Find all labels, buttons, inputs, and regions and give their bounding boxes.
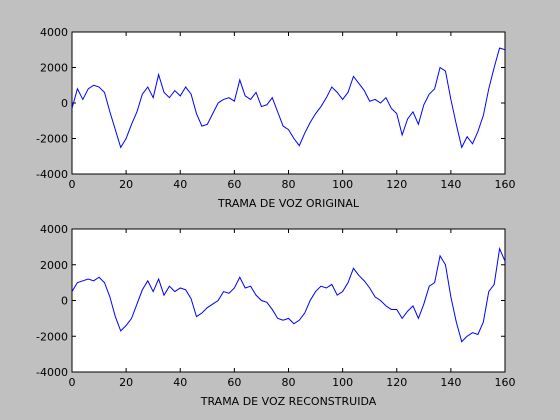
x-tick-label: 100	[332, 376, 353, 389]
x-tick-label: 120	[386, 376, 407, 389]
x-axis-label: TRAMA DE VOZ ORIGINAL	[217, 197, 360, 210]
data-line	[71, 47, 506, 149]
y-tick-label: 0	[61, 295, 68, 308]
plot-area	[71, 228, 506, 373]
y-tick-label: 2000	[40, 62, 68, 75]
x-tick-label: 20	[119, 376, 133, 389]
y-tick-label: 2000	[40, 259, 68, 272]
x-tick-label: 40	[173, 178, 187, 191]
data-line	[71, 246, 506, 343]
y-tick-label: -4000	[36, 366, 68, 379]
x-tick-label: 40	[173, 376, 187, 389]
x-tick-label: 0	[69, 178, 76, 191]
x-tick-label: 80	[282, 376, 296, 389]
y-tick-label: 4000	[40, 223, 68, 236]
y-tick-label: -2000	[36, 330, 68, 343]
x-axis-label: TRAMA DE VOZ RECONSTRUIDA	[200, 395, 377, 408]
x-tick-label: 0	[69, 376, 76, 389]
x-tick-label: 140	[440, 178, 461, 191]
x-tick-label: 60	[227, 178, 241, 191]
y-tick-label: 4000	[40, 26, 68, 39]
x-tick-label: 160	[495, 178, 516, 191]
x-tick-label: 60	[227, 376, 241, 389]
x-tick-label: 160	[495, 376, 516, 389]
plot-area	[71, 31, 506, 175]
x-tick-label: 100	[332, 178, 353, 191]
y-tick-label: -4000	[36, 168, 68, 181]
x-tick-label: 80	[282, 178, 296, 191]
x-tick-label: 20	[119, 178, 133, 191]
y-tick-label: 0	[61, 97, 68, 110]
y-tick-label: -2000	[36, 133, 68, 146]
x-tick-label: 120	[386, 178, 407, 191]
x-tick-label: 140	[440, 376, 461, 389]
